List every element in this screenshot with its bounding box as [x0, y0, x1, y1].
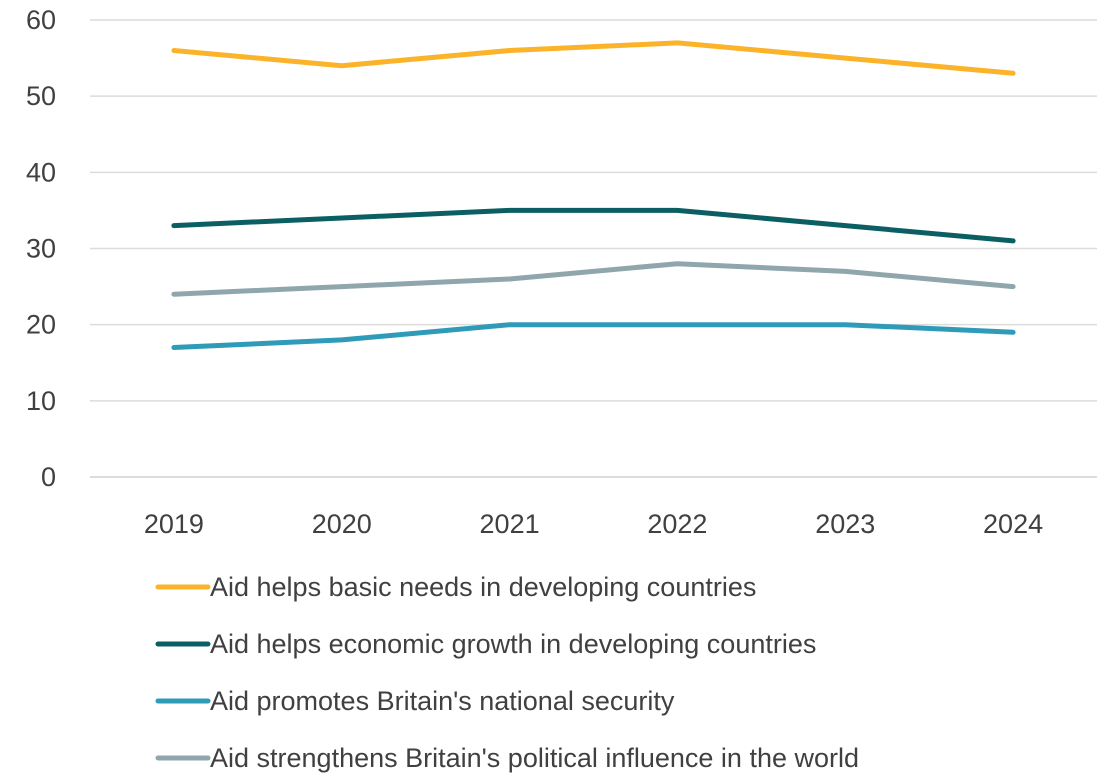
- series-line-4: [171, 261, 1016, 297]
- y-tick-label: 10: [26, 386, 56, 416]
- x-tick-label: 2022: [647, 509, 707, 539]
- gridlines: [90, 19, 1097, 478]
- x-tick-label: 2024: [983, 509, 1043, 539]
- y-tick-label: 50: [26, 81, 56, 111]
- y-tick-label: 60: [26, 5, 56, 35]
- y-tick-label: 20: [26, 310, 56, 340]
- series-lines: [171, 40, 1016, 350]
- legend-item-label: Aid promotes Britain's national security: [210, 686, 675, 716]
- x-tick-label: 2019: [144, 509, 204, 539]
- y-axis-ticks: 0 10 20 30 40 50 60: [26, 5, 56, 492]
- series-line-3: [171, 322, 1016, 350]
- legend-item-label: Aid helps basic needs in developing coun…: [210, 572, 756, 602]
- x-axis-ticks: 2019 2020 2021 2022 2023 2024: [144, 509, 1043, 539]
- y-tick-label: 40: [26, 157, 56, 187]
- x-tick-label: 2021: [480, 509, 540, 539]
- y-tick-label: 0: [41, 462, 56, 492]
- x-tick-label: 2023: [815, 509, 875, 539]
- series-line-1: [171, 40, 1016, 76]
- legend-item-label: Aid strengthens Britain's political infl…: [210, 743, 859, 773]
- legend-item-label: Aid helps economic growth in developing …: [210, 629, 816, 659]
- series-line-2: [171, 207, 1016, 244]
- y-tick-label: 30: [26, 234, 56, 264]
- x-tick-label: 2020: [312, 509, 372, 539]
- legend: Aid helps basic needs in developing coun…: [155, 572, 859, 773]
